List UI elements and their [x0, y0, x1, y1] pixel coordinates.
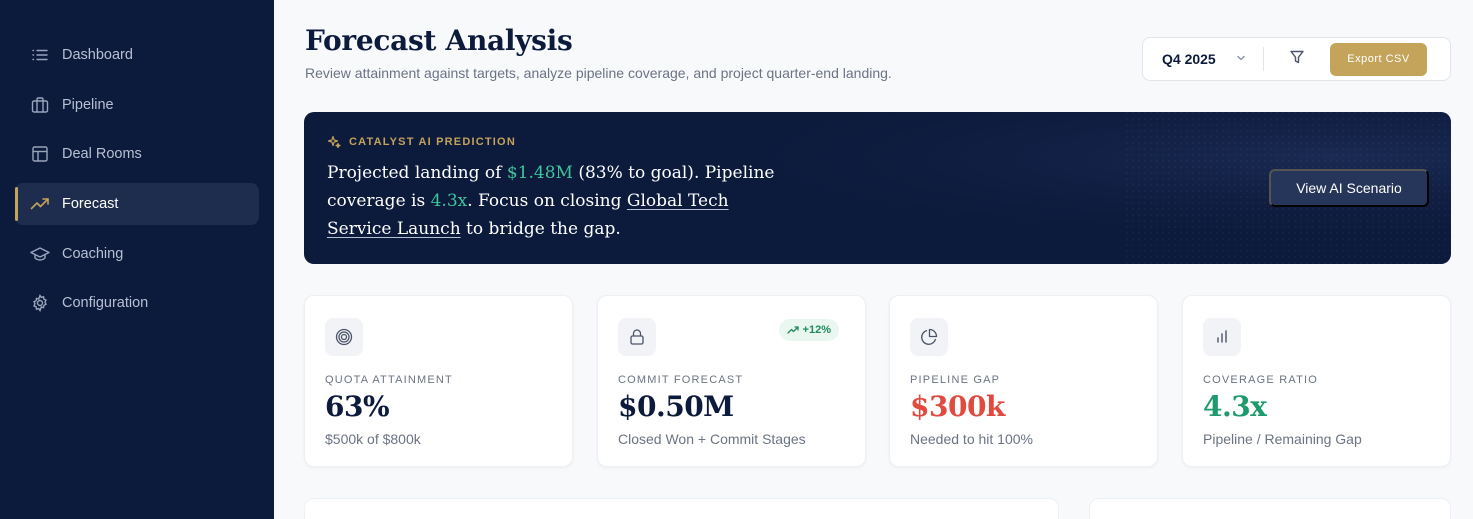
kpi-note: Closed Won + Commit Stages — [618, 431, 806, 447]
trending-up-icon — [786, 325, 799, 335]
kpi-label: COVERAGE RATIO — [1203, 374, 1318, 386]
sidebar-item-forecast[interactable]: Forecast — [15, 183, 259, 226]
trend-badge-value: +12% — [802, 324, 831, 336]
sidebar-item-label: Coaching — [62, 245, 124, 262]
period-select-value: Q4 2025 — [1162, 51, 1216, 67]
kpi-card-quota-attainment: QUOTA ATTAINMENT 63% $500k of $800k — [304, 295, 573, 467]
bar-chart-icon — [1203, 318, 1241, 356]
export-csv-button[interactable]: Export CSV — [1330, 42, 1427, 76]
sidebar-item-label: Pipeline — [62, 96, 114, 113]
deal-link[interactable]: Global Tech Service Launch — [327, 191, 729, 239]
ai-kicker-label: CATALYST AI PREDICTION — [349, 136, 516, 148]
ai-kicker: CATALYST AI PREDICTION — [327, 135, 516, 149]
bottom-panel-right — [1089, 498, 1451, 519]
ai-text-part: Projected landing of — [327, 163, 507, 183]
layout-icon — [30, 144, 50, 164]
target-icon — [325, 318, 363, 356]
coverage-value: 4.3x — [430, 191, 468, 211]
kpi-note: $500k of $800k — [325, 431, 421, 447]
kpi-note: Pipeline / Remaining Gap — [1203, 431, 1362, 447]
banner-background-pattern — [304, 112, 1451, 264]
period-select[interactable]: Q4 2025 — [1143, 51, 1261, 67]
kpi-label: COMMIT FORECAST — [618, 374, 744, 386]
kpi-value: 63% — [325, 390, 390, 423]
kpi-value: 4.3x — [1203, 390, 1267, 423]
kpi-card-commit-forecast: +12% COMMIT FORECAST $0.50M Closed Won +… — [597, 295, 866, 467]
list-icon — [30, 45, 50, 65]
filter-button[interactable] — [1264, 49, 1330, 70]
kpi-label: QUOTA ATTAINMENT — [325, 374, 453, 386]
toolbar: Q4 2025 Export CSV — [1142, 37, 1451, 81]
kpi-card-pipeline-gap: PIPELINE GAP $300k Needed to hit 100% — [889, 295, 1158, 467]
main-content: Forecast Analysis Review attainment agai… — [274, 0, 1473, 519]
graduation-cap-icon — [30, 244, 50, 264]
lock-icon — [618, 318, 656, 356]
sidebar-item-pipeline[interactable]: Pipeline — [15, 84, 259, 126]
page-title: Forecast Analysis — [305, 24, 573, 57]
sidebar-item-label: Deal Rooms — [62, 146, 142, 163]
ai-text-part: (83% to goal). Pipeline coverage is — [327, 163, 775, 211]
trend-badge: +12% — [778, 319, 839, 341]
ai-text-part: to bridge the gap. — [460, 219, 621, 239]
kpi-value: $300k — [910, 390, 1005, 423]
ai-prediction-text: Projected landing of $1.48M (83% to goal… — [327, 159, 797, 243]
sidebar: Dashboard Pipeline Deal Rooms Forecast C… — [0, 0, 274, 519]
toolbar-divider — [1263, 47, 1264, 71]
page-subtitle: Review attainment against targets, analy… — [305, 65, 892, 81]
sidebar-item-label: Dashboard — [62, 47, 133, 63]
pie-chart-icon — [910, 318, 948, 356]
projected-amount: $1.48M — [506, 163, 573, 183]
bottom-panel-left — [304, 498, 1059, 519]
sidebar-item-deal-rooms[interactable]: Deal Rooms — [15, 133, 259, 175]
ai-prediction-banner: CATALYST AI PREDICTION Projected landing… — [304, 112, 1451, 264]
kpi-card-coverage-ratio: COVERAGE RATIO 4.3x Pipeline / Remaining… — [1182, 295, 1451, 467]
sidebar-item-coaching[interactable]: Coaching — [15, 233, 259, 275]
kpi-label: PIPELINE GAP — [910, 374, 1001, 386]
sidebar-item-label: Forecast — [62, 196, 119, 213]
ai-text-part: . Focus on closing — [467, 191, 627, 211]
view-ai-scenario-button[interactable]: View AI Scenario — [1269, 169, 1429, 207]
sidebar-item-configuration[interactable]: Configuration — [15, 282, 259, 324]
sidebar-item-label: Configuration — [62, 295, 149, 312]
kpi-value: $0.50M — [618, 390, 734, 423]
sparkles-icon — [327, 135, 341, 149]
briefcase-icon — [30, 95, 50, 115]
kpi-cards: QUOTA ATTAINMENT 63% $500k of $800k +12%… — [304, 295, 1451, 467]
sidebar-item-dashboard[interactable]: Dashboard — [15, 34, 259, 76]
trending-up-icon — [30, 194, 50, 214]
gear-icon — [30, 293, 50, 313]
kpi-note: Needed to hit 100% — [910, 431, 1033, 447]
filter-icon — [1289, 49, 1305, 70]
chevron-down-icon — [1235, 51, 1247, 67]
